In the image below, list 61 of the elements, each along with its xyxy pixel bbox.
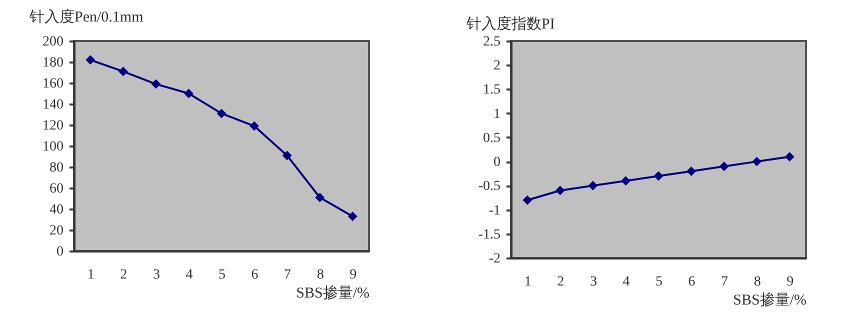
- x-tick-label: 7: [284, 268, 292, 282]
- x-tick-label: 7: [721, 274, 728, 290]
- x-tick-label: 9: [786, 274, 794, 290]
- x-tick-label: 8: [316, 268, 324, 282]
- point: [250, 121, 260, 131]
- point: [555, 186, 565, 196]
- x-tick-label: 9: [350, 268, 357, 282]
- point: [86, 55, 96, 65]
- point: [216, 108, 226, 118]
- y-tick-label: 20: [50, 224, 64, 238]
- point: [348, 212, 358, 222]
- point: [151, 79, 161, 89]
- y-tick-label: 40: [50, 202, 64, 218]
- y-tick-label: 140: [42, 98, 64, 112]
- x-tick-label: 6: [688, 274, 696, 290]
- y-tick-label: -1.5: [478, 227, 500, 242]
- x-tick-label: 5: [656, 274, 662, 290]
- point: [784, 152, 794, 162]
- x-tick-label: 4: [622, 274, 630, 290]
- point: [118, 66, 128, 76]
- point: [620, 176, 630, 186]
- y-tick-label: 100: [42, 140, 64, 154]
- y-tick-label: 180: [42, 56, 64, 70]
- x-tick-label: 6: [251, 268, 258, 282]
- y-tick-label: 160: [42, 76, 64, 92]
- point: [719, 162, 729, 172]
- y-axis-title: 针入度Pen/0.1mm: [28, 8, 144, 26]
- point: [654, 171, 664, 181]
- x-tick-label: 3: [590, 274, 597, 290]
- x-axis-title: SBS掺量/%: [296, 284, 370, 302]
- x-tick-label: 5: [218, 268, 226, 282]
- y-tick-label: 1.5: [483, 82, 500, 98]
- y-tick-label: 2.5: [483, 34, 500, 50]
- point: [686, 166, 696, 176]
- x-tick-label: 4: [186, 268, 193, 282]
- x-tick-label: 2: [120, 268, 128, 282]
- point: [522, 195, 532, 205]
- x-tick-label: 1: [87, 268, 94, 282]
- y-tick-label: 60: [50, 182, 64, 196]
- y-tick-label: -0.5: [478, 179, 500, 194]
- y-tick-label: 2: [494, 58, 500, 74]
- y-tick-label: 80: [50, 160, 64, 176]
- x-axis-title: SBS掺量/%: [733, 292, 806, 308]
- x-tick-label: 1: [524, 274, 532, 290]
- y-tick-label: -2: [488, 252, 500, 266]
- y-tick-label: -1: [488, 203, 500, 218]
- point: [184, 88, 194, 98]
- y-tick-label: 0: [56, 244, 64, 260]
- y-tick-label: 0: [494, 155, 500, 170]
- y-axis-title: 针入度指数PI: [466, 16, 555, 32]
- point: [282, 150, 292, 160]
- x-tick-label: 2: [557, 274, 564, 290]
- y-tick-label: 200: [42, 34, 64, 50]
- y-tick-label: 120: [42, 118, 64, 134]
- point: [315, 192, 325, 202]
- y-tick-label: 1: [494, 106, 500, 122]
- point: [752, 156, 762, 166]
- x-tick-label: 3: [152, 268, 160, 282]
- y-tick-label: 0.5: [483, 130, 500, 146]
- point: [588, 180, 598, 190]
- x-tick-label: 8: [754, 274, 761, 290]
